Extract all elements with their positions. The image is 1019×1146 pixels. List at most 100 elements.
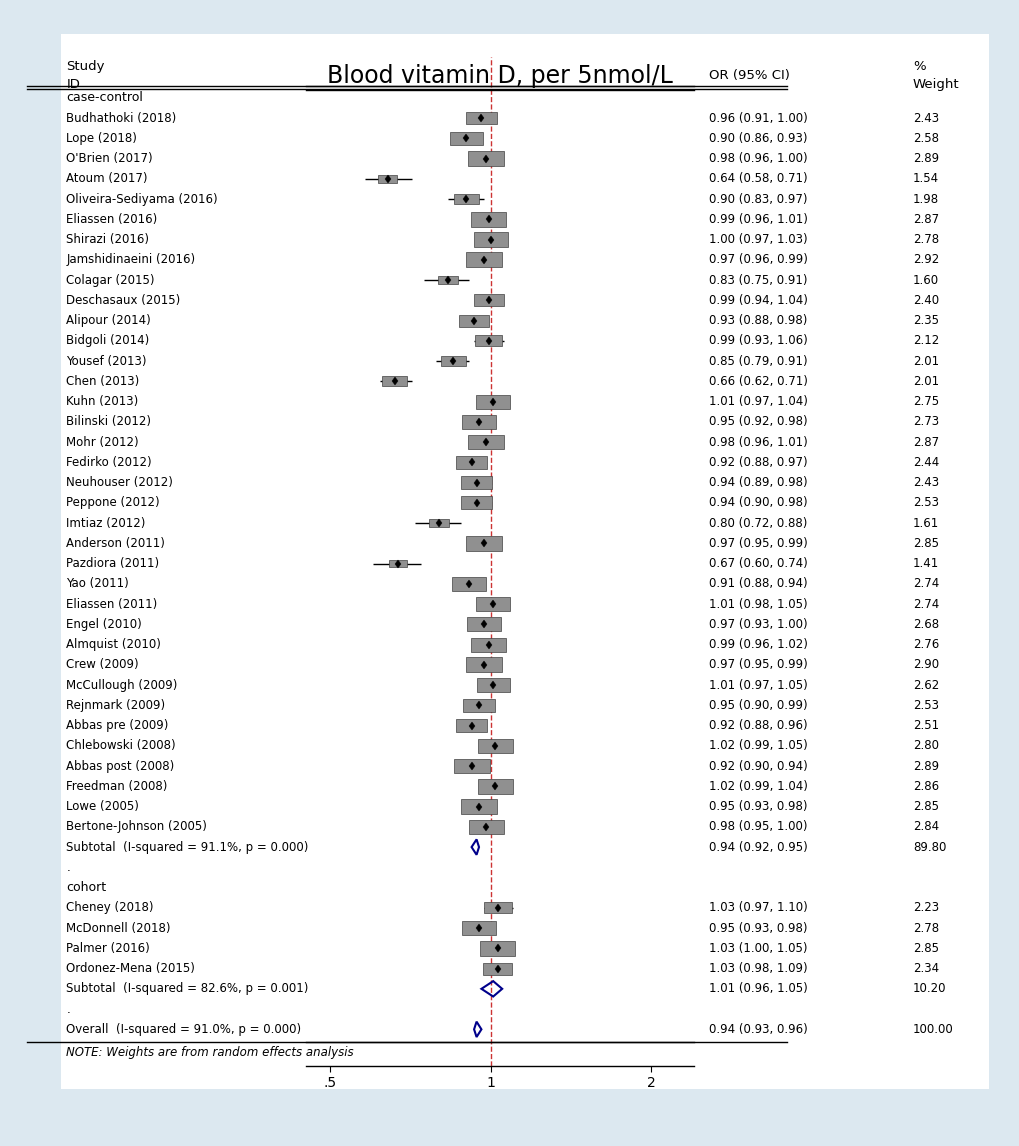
Text: Blood vitamin D, per 5nmol/L: Blood vitamin D, per 5nmol/L — [326, 63, 673, 87]
Text: 2.35: 2.35 — [912, 314, 937, 327]
Text: Imtiaz (2012): Imtiaz (2012) — [66, 517, 146, 529]
Text: 2.85: 2.85 — [912, 536, 937, 550]
Text: 0.95 (0.90, 0.99): 0.95 (0.90, 0.99) — [708, 699, 807, 712]
Text: Pazdiora (2011): Pazdiora (2011) — [66, 557, 159, 570]
Text: 0.98 (0.96, 1.01): 0.98 (0.96, 1.01) — [708, 435, 807, 448]
Text: 1.02 (0.99, 1.04): 1.02 (0.99, 1.04) — [708, 779, 807, 793]
Text: McCullough (2009): McCullough (2009) — [66, 678, 177, 691]
Text: 0.98 (0.96, 1.00): 0.98 (0.96, 1.00) — [708, 152, 807, 165]
Text: Overall  (I-squared = 91.0%, p = 0.000): Overall (I-squared = 91.0%, p = 0.000) — [66, 1023, 302, 1036]
Polygon shape — [470, 212, 505, 227]
Text: 2.74: 2.74 — [912, 578, 938, 590]
Polygon shape — [476, 597, 510, 611]
Text: 0.92 (0.88, 0.96): 0.92 (0.88, 0.96) — [708, 719, 807, 732]
Polygon shape — [473, 295, 503, 306]
Text: 2.87: 2.87 — [912, 435, 938, 448]
Text: 1.01 (0.98, 1.05): 1.01 (0.98, 1.05) — [708, 597, 807, 611]
Text: 2.87: 2.87 — [912, 213, 938, 226]
Text: Abbas pre (2009): Abbas pre (2009) — [66, 719, 168, 732]
Text: 2.43: 2.43 — [912, 111, 938, 125]
Polygon shape — [440, 356, 466, 367]
Text: 1.41: 1.41 — [912, 557, 938, 570]
Text: McDonnell (2018): McDonnell (2018) — [66, 921, 170, 935]
Text: 0.96 (0.91, 1.00): 0.96 (0.91, 1.00) — [708, 111, 807, 125]
Text: 1.98: 1.98 — [912, 193, 938, 205]
Text: 89.80: 89.80 — [912, 840, 946, 854]
Text: 1.61: 1.61 — [912, 517, 938, 529]
Text: 0.94 (0.92, 0.95): 0.94 (0.92, 0.95) — [708, 840, 807, 854]
Text: Budhathoki (2018): Budhathoki (2018) — [66, 111, 176, 125]
Text: 2.01: 2.01 — [912, 375, 938, 387]
Polygon shape — [468, 151, 503, 166]
Polygon shape — [466, 112, 496, 124]
Text: 2.12: 2.12 — [912, 335, 938, 347]
Text: 2.92: 2.92 — [912, 253, 938, 266]
Text: 0.95 (0.93, 0.98): 0.95 (0.93, 0.98) — [708, 921, 807, 935]
Text: 0.66 (0.62, 0.71): 0.66 (0.62, 0.71) — [708, 375, 807, 387]
Text: 0.92 (0.90, 0.94): 0.92 (0.90, 0.94) — [708, 760, 807, 772]
Text: 0.94 (0.89, 0.98): 0.94 (0.89, 0.98) — [708, 476, 807, 489]
Text: Rejnmark (2009): Rejnmark (2009) — [66, 699, 165, 712]
Text: 0.93 (0.88, 0.98): 0.93 (0.88, 0.98) — [708, 314, 806, 327]
Polygon shape — [466, 536, 501, 550]
Text: 2.74: 2.74 — [912, 597, 938, 611]
Text: Weight: Weight — [912, 78, 959, 92]
Polygon shape — [483, 902, 512, 913]
Polygon shape — [467, 618, 500, 631]
Text: 0.90 (0.83, 0.97): 0.90 (0.83, 0.97) — [708, 193, 807, 205]
Text: Colagar (2015): Colagar (2015) — [66, 274, 155, 286]
Text: 2.01: 2.01 — [912, 354, 938, 368]
Polygon shape — [466, 252, 501, 267]
Text: 2.23: 2.23 — [912, 901, 938, 915]
Text: 1.03 (0.97, 1.10): 1.03 (0.97, 1.10) — [708, 901, 807, 915]
Text: Crew (2009): Crew (2009) — [66, 658, 139, 672]
Text: Subtotal  (I-squared = 82.6%, p = 0.001): Subtotal (I-squared = 82.6%, p = 0.001) — [66, 982, 309, 996]
Text: Shirazi (2016): Shirazi (2016) — [66, 233, 149, 246]
Polygon shape — [429, 519, 449, 527]
Text: Engel (2010): Engel (2010) — [66, 618, 142, 630]
Polygon shape — [477, 779, 513, 794]
Text: 0.64 (0.58, 0.71): 0.64 (0.58, 0.71) — [708, 172, 807, 186]
Text: Eliassen (2016): Eliassen (2016) — [66, 213, 157, 226]
Text: 0.97 (0.96, 0.99): 0.97 (0.96, 0.99) — [708, 253, 807, 266]
Text: 0.91 (0.88, 0.94): 0.91 (0.88, 0.94) — [708, 578, 807, 590]
Text: 0.97 (0.95, 0.99): 0.97 (0.95, 0.99) — [708, 536, 807, 550]
Text: Mohr (2012): Mohr (2012) — [66, 435, 139, 448]
Text: O'Brien (2017): O'Brien (2017) — [66, 152, 153, 165]
Polygon shape — [451, 576, 486, 591]
Polygon shape — [462, 921, 496, 935]
Text: 0.92 (0.88, 0.97): 0.92 (0.88, 0.97) — [708, 456, 807, 469]
Text: 1.03 (0.98, 1.09): 1.03 (0.98, 1.09) — [708, 963, 807, 975]
Text: Cheney (2018): Cheney (2018) — [66, 901, 154, 915]
Text: OR (95% CI): OR (95% CI) — [708, 69, 789, 83]
Polygon shape — [377, 175, 396, 182]
Text: 0.97 (0.93, 1.00): 0.97 (0.93, 1.00) — [708, 618, 807, 630]
Text: Chlebowski (2008): Chlebowski (2008) — [66, 739, 175, 752]
Polygon shape — [437, 276, 458, 284]
Text: 1.00 (0.97, 1.03): 1.00 (0.97, 1.03) — [708, 233, 807, 246]
Text: Eliassen (2011): Eliassen (2011) — [66, 597, 157, 611]
Text: 2.80: 2.80 — [912, 739, 937, 752]
Polygon shape — [461, 477, 491, 488]
Text: 2.53: 2.53 — [912, 699, 937, 712]
Polygon shape — [389, 560, 407, 567]
Text: 0.94 (0.90, 0.98): 0.94 (0.90, 0.98) — [708, 496, 807, 509]
Text: Bertone-Johnson (2005): Bertone-Johnson (2005) — [66, 821, 207, 833]
Text: 1.01 (0.97, 1.04): 1.01 (0.97, 1.04) — [708, 395, 807, 408]
Text: 100.00: 100.00 — [912, 1023, 953, 1036]
Polygon shape — [468, 819, 503, 834]
Text: Chen (2013): Chen (2013) — [66, 375, 140, 387]
Text: 2.34: 2.34 — [912, 963, 938, 975]
Text: 0.99 (0.96, 1.01): 0.99 (0.96, 1.01) — [708, 213, 807, 226]
Text: 0.97 (0.95, 0.99): 0.97 (0.95, 0.99) — [708, 658, 807, 672]
Polygon shape — [462, 415, 495, 429]
Text: 2.84: 2.84 — [912, 821, 938, 833]
Text: Lope (2018): Lope (2018) — [66, 132, 137, 144]
Text: Palmer (2016): Palmer (2016) — [66, 942, 150, 955]
Text: 2.73: 2.73 — [912, 415, 938, 429]
Text: 2.68: 2.68 — [912, 618, 938, 630]
Polygon shape — [463, 699, 494, 712]
Text: .: . — [66, 1003, 70, 1015]
Text: Anderson (2011): Anderson (2011) — [66, 536, 165, 550]
Text: 2.85: 2.85 — [912, 800, 937, 813]
